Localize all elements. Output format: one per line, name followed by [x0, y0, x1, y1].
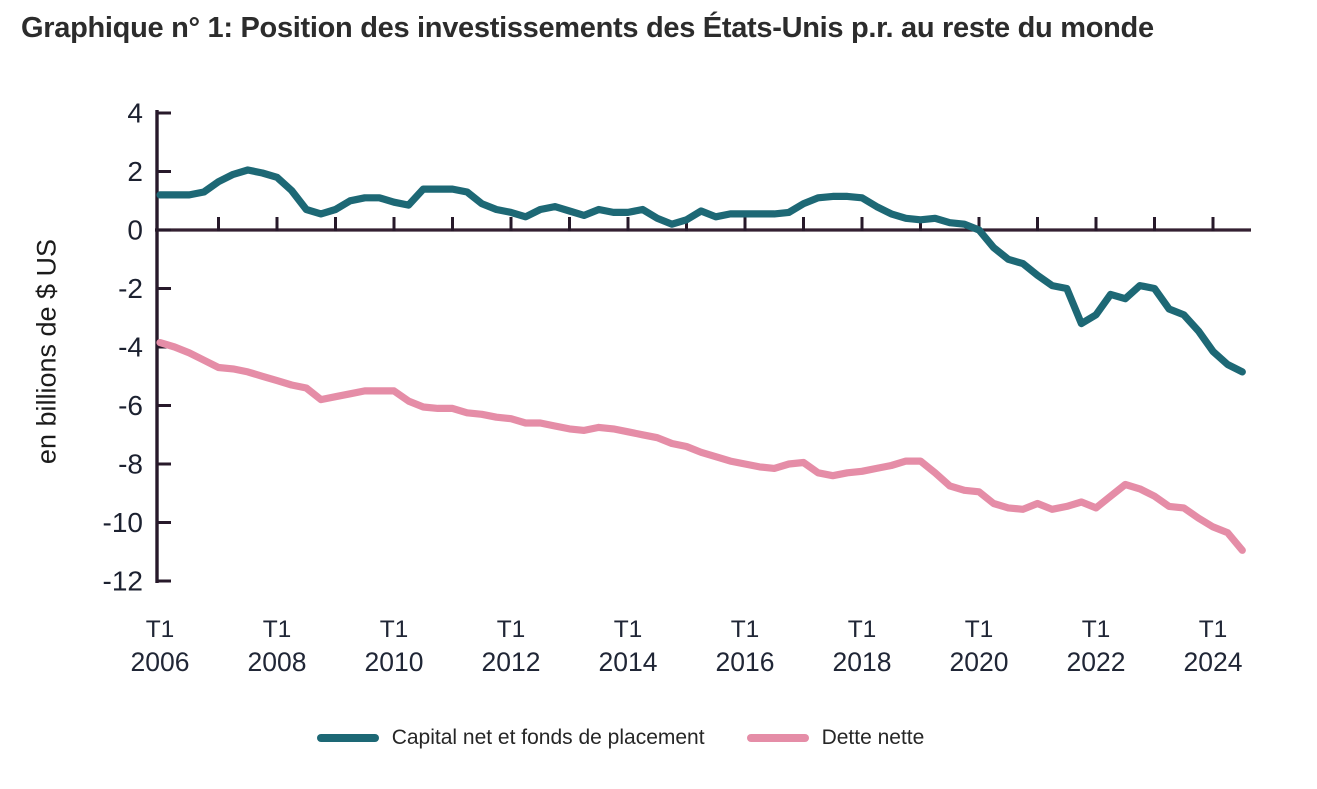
x-tick-label-year: 2010 [365, 647, 424, 677]
x-tick-label-quarter: T1 [848, 616, 877, 643]
x-tick-label-year: 2024 [1184, 647, 1243, 677]
x-tick-label-year: 2016 [716, 647, 775, 677]
x-tick-label-quarter: T1 [731, 616, 760, 643]
x-tick-label-quarter: T1 [1082, 616, 1111, 643]
y-tick-label: 4 [127, 98, 143, 129]
x-tick-label-year: 2012 [482, 647, 541, 677]
legend-label-capital-net: Capital net et fonds de placement [391, 726, 705, 749]
y-tick-label: -2 [118, 273, 143, 304]
x-tick-label-quarter: T1 [1199, 616, 1228, 643]
y-tick-label: -4 [118, 332, 143, 363]
y-tick-label: 0 [127, 215, 143, 246]
x-tick-label-quarter: T1 [614, 616, 643, 643]
x-tick-label-year: 2022 [1067, 647, 1126, 677]
series-line-dette-nette [156, 339, 1246, 554]
x-tick-label-quarter: T1 [263, 616, 292, 643]
legend-swatch-capital-net [316, 734, 379, 742]
y-tick-label: -10 [103, 507, 143, 538]
y-tick-label: 2 [127, 156, 143, 187]
x-tick-label-quarter: T1 [965, 616, 994, 643]
x-tick-label-year: 2014 [599, 647, 658, 677]
x-tick-label-year: 2006 [131, 647, 190, 677]
chart-title: Graphique n° 1: Position des investissem… [21, 12, 1154, 44]
x-tick-label-quarter: T1 [497, 616, 526, 643]
x-tick-label-year: 2020 [950, 647, 1009, 677]
legend-item-dette-nette: Dette nette [746, 726, 925, 750]
legend-item-capital-net: Capital net et fonds de placement [316, 726, 705, 750]
legend-label-dette-nette: Dette nette [821, 726, 925, 749]
y-tick-label: -6 [118, 390, 143, 421]
legend-swatch-dette-nette [746, 734, 809, 742]
x-tick-label-quarter: T1 [146, 616, 175, 643]
x-tick-label-year: 2008 [248, 647, 307, 677]
x-tick-label-year: 2018 [833, 647, 892, 677]
legend: Capital net et fonds de placement Dette … [0, 726, 1279, 750]
y-tick-label: -12 [103, 566, 143, 597]
series-line-capital-net [156, 166, 1246, 376]
x-tick-label-quarter: T1 [380, 616, 409, 643]
y-tick-label: -8 [118, 449, 143, 480]
